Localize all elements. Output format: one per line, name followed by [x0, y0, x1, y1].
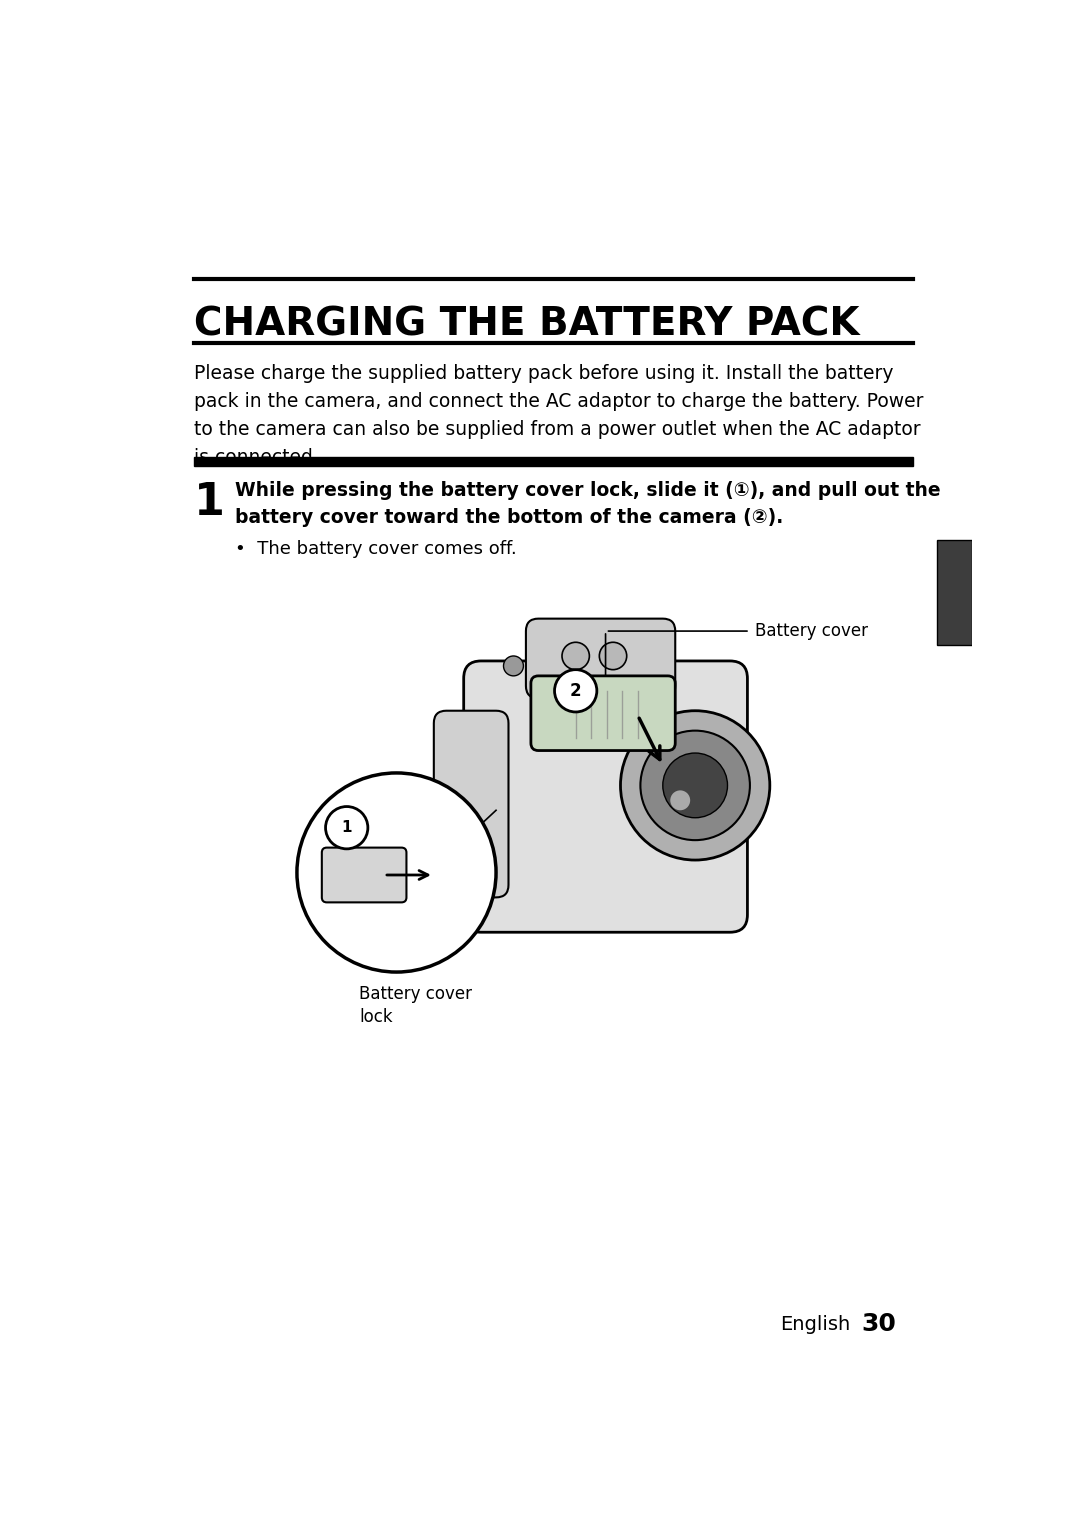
- Circle shape: [663, 753, 728, 818]
- FancyBboxPatch shape: [434, 710, 509, 897]
- Circle shape: [640, 730, 750, 840]
- Text: 1: 1: [193, 481, 225, 525]
- Circle shape: [621, 710, 770, 859]
- Circle shape: [671, 791, 690, 811]
- Text: English: English: [781, 1316, 851, 1334]
- Circle shape: [325, 806, 368, 849]
- Text: SETUP: SETUP: [948, 570, 961, 614]
- Circle shape: [554, 669, 597, 712]
- Text: While pressing the battery cover lock, slide it (①), and pull out the
battery co: While pressing the battery cover lock, s…: [235, 481, 941, 526]
- Text: •  The battery cover comes off.: • The battery cover comes off.: [235, 540, 517, 558]
- Text: Please charge the supplied battery pack before using it. Install the battery
pac: Please charge the supplied battery pack …: [193, 364, 923, 467]
- FancyBboxPatch shape: [193, 456, 914, 465]
- FancyBboxPatch shape: [526, 619, 675, 698]
- Circle shape: [297, 773, 496, 972]
- FancyBboxPatch shape: [322, 847, 406, 902]
- FancyBboxPatch shape: [531, 675, 675, 750]
- Text: Battery cover
lock: Battery cover lock: [360, 984, 472, 1027]
- Text: CHARGING THE BATTERY PACK: CHARGING THE BATTERY PACK: [193, 306, 859, 344]
- FancyBboxPatch shape: [463, 662, 747, 932]
- Text: 30: 30: [862, 1313, 896, 1337]
- Text: 1: 1: [341, 820, 352, 835]
- Text: Battery cover: Battery cover: [755, 622, 868, 640]
- Circle shape: [503, 656, 524, 675]
- Text: 2: 2: [570, 681, 581, 700]
- FancyBboxPatch shape: [936, 540, 972, 645]
- Circle shape: [562, 642, 590, 669]
- Circle shape: [599, 642, 626, 669]
